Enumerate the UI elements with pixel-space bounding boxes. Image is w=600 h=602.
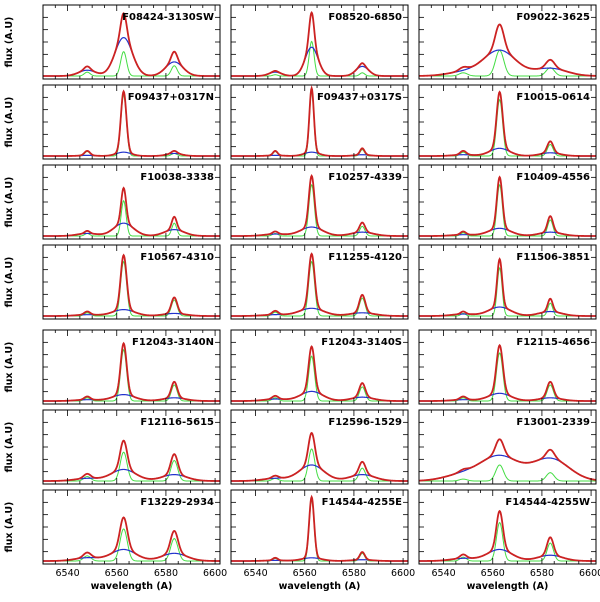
total-fit-line <box>43 186 220 237</box>
y-axis-label: flux (A.U) <box>4 502 15 553</box>
panel-label: F12115-4656 <box>516 337 590 348</box>
spectrum-panel: F08520-6850 <box>230 4 409 80</box>
total-fit-line <box>43 516 220 562</box>
panel-label: F11255-4120 <box>328 252 402 263</box>
total-fit-line <box>419 509 596 562</box>
narrow-component-line <box>43 51 220 77</box>
total-fit-line <box>231 252 408 317</box>
spectrum-panel: F14544-4255E 6540 6560 6580 6600 wavelength (… <box>230 489 415 592</box>
x-tick-label: 6560 <box>293 568 317 579</box>
total-fit-line <box>419 90 596 157</box>
narrow-component-line <box>43 199 220 237</box>
y-axis-label: flux (A.U) <box>4 257 15 308</box>
x-tick-label: 6580 <box>530 568 554 579</box>
total-fit-line <box>231 85 408 157</box>
panel-label: F10409-4556 <box>516 172 590 183</box>
y-axis-label: flux (A.U) <box>4 342 15 393</box>
spectrum-panel: F10015-0614 <box>418 84 597 160</box>
narrow-component-line <box>231 40 408 77</box>
y-axis-label: flux (A.U) <box>4 422 15 473</box>
total-fit-line <box>419 438 596 482</box>
spectrum-panel: F09437+0317S <box>230 84 409 160</box>
panel-label: F09437+0317N <box>128 92 214 103</box>
x-tick-label: 6600 <box>391 568 415 579</box>
panel-label: F09437+0317S <box>317 92 402 103</box>
broad-component-line <box>43 36 220 77</box>
panel-label: F10038-3338 <box>140 172 214 183</box>
panel-label: F12043-3140S <box>321 337 402 348</box>
panel-label: F08424-3130SW <box>122 12 214 23</box>
total-fit-line <box>419 257 596 317</box>
narrow-component-line <box>43 451 220 482</box>
total-fit-line <box>231 10 408 77</box>
total-fit-line <box>419 23 596 77</box>
panel-label: F10257-4339 <box>328 172 402 183</box>
total-fit-line <box>43 439 220 482</box>
spectrum-panel: F12116-5615 flux (A.U) <box>4 409 221 485</box>
spectrum-panel: F09437+0317N flux (A.U) <box>4 84 221 160</box>
x-tick-label: 6560 <box>105 568 129 579</box>
narrow-component-line <box>231 498 408 562</box>
x-tick-label: 6540 <box>243 568 267 579</box>
spectrum-panel: F14544-4255W 6540 6560 6580 6600 wavelength (… <box>418 489 600 592</box>
spectrum-panel: F11255-4120 <box>230 244 409 320</box>
spectrum-panel: F10257-4339 <box>230 164 409 240</box>
y-axis-label: flux (A.U) <box>4 177 15 228</box>
x-tick-label: 6560 <box>481 568 505 579</box>
panel-label: F08520-6850 <box>328 12 402 23</box>
total-fit-line <box>43 12 220 77</box>
y-axis-label: flux (A.U) <box>4 17 15 68</box>
total-fit-line <box>231 345 408 402</box>
spectrum-panel: F13229-2934 flux (A.U) 6540 6560 6580 6600 wav… <box>4 489 227 592</box>
panel-label: F10015-0614 <box>516 92 590 103</box>
narrow-component-line <box>231 355 408 402</box>
x-tick-label: 6580 <box>154 568 178 579</box>
narrow-component-line <box>43 528 220 562</box>
spectrum-panel: F10567-4310 flux (A.U) <box>4 244 221 320</box>
panel-label: F13229-2934 <box>140 497 214 508</box>
x-tick-label: 6600 <box>579 568 600 579</box>
x-tick-label: 6540 <box>431 568 455 579</box>
spectrum-panel: F08424-3130SW flux (A.U) <box>4 4 221 80</box>
total-fit-line <box>231 494 408 562</box>
panel-label: F14544-4255W <box>505 497 590 508</box>
total-fit-line <box>231 431 408 482</box>
spectrum-panel: F10409-4556 <box>418 164 597 240</box>
x-axis-label: wavelength (A) <box>279 581 361 592</box>
narrow-component-line <box>43 94 220 157</box>
spectrum-panel: F12043-3140S <box>230 329 409 405</box>
panel-label: F12596-1529 <box>328 417 402 428</box>
panel-label: F13001-2339 <box>516 417 590 428</box>
spectrum-panel: F13001-2339 <box>418 409 597 485</box>
total-fit-line <box>231 174 408 237</box>
total-fit-line <box>419 175 596 237</box>
panel-label: F12116-5615 <box>140 417 214 428</box>
spectrum-panel: F11506-3851 <box>418 244 597 320</box>
total-fit-line <box>419 343 596 402</box>
panel-label: F12043-3140N <box>132 337 214 348</box>
panel-label: F09022-3625 <box>516 12 590 23</box>
panel-label: F14544-4255E <box>322 497 403 508</box>
x-axis-label: wavelength (A) <box>91 581 173 592</box>
narrow-component-line <box>419 521 596 562</box>
panel-label: F11506-3851 <box>516 252 590 263</box>
x-tick-label: 6600 <box>203 568 227 579</box>
panel-label: F10567-4310 <box>140 252 214 263</box>
x-tick-label: 6540 <box>55 568 79 579</box>
spectrum-panel: F10038-3338 flux (A.U) <box>4 164 221 240</box>
total-fit-line <box>43 341 220 402</box>
spectrum-panel: F09022-3625 <box>418 4 597 80</box>
spectrum-panel: F12596-1529 <box>230 409 409 485</box>
x-axis-label: wavelength (A) <box>467 581 549 592</box>
total-fit-line <box>43 253 220 317</box>
spectrum-panel: F12043-3140N flux (A.U) <box>4 329 221 405</box>
y-axis-label: flux (A.U) <box>4 97 15 148</box>
total-fit-line <box>43 89 220 157</box>
spectrum-panel: F12115-4656 <box>418 329 597 405</box>
x-tick-label: 6580 <box>342 568 366 579</box>
